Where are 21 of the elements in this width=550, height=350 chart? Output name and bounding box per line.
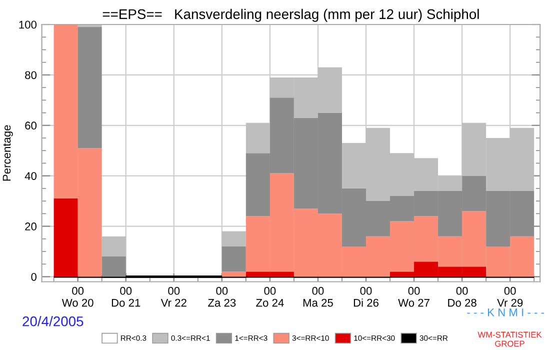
text: - - - K N M I - - -: [467, 308, 544, 316]
x-tick-label: 00 Zo 24: [256, 286, 284, 307]
x-tick-label: 00 Wo 27: [398, 286, 430, 307]
y-axis-title: Percentage: [2, 125, 13, 181]
x-tick-label: 00 Vr 29: [497, 286, 523, 307]
x-tick-label: 00 Do 28: [448, 286, 476, 307]
y-tick-label: 100: [19, 20, 37, 29]
x-tick-label: 00 Di 26: [354, 286, 378, 307]
y-tick-label: 80: [25, 71, 37, 80]
x-tick-label: 00 Za 23: [208, 286, 236, 307]
x-tick-label: 00 Do 21: [112, 286, 140, 307]
y-tick-label: 20: [25, 222, 37, 230]
x-tick-label: 00 Ma 25: [303, 286, 333, 307]
x-tick-label: 00 Vr 22: [160, 286, 186, 307]
chart-title: ==EPS== Kansverdeling neerslag (mm per 12 uur) Schiphol: [102, 8, 479, 22]
y-tick-label: 60: [25, 122, 37, 130]
y-tick-label: 40: [24, 172, 37, 180]
x-tick-label: 00 Wo 20: [62, 286, 94, 307]
y-tick-label: 0: [31, 272, 37, 281]
text: WM-STATISTIEK GROEP: [478, 332, 542, 347]
text: 20/4/2005: [22, 316, 84, 326]
